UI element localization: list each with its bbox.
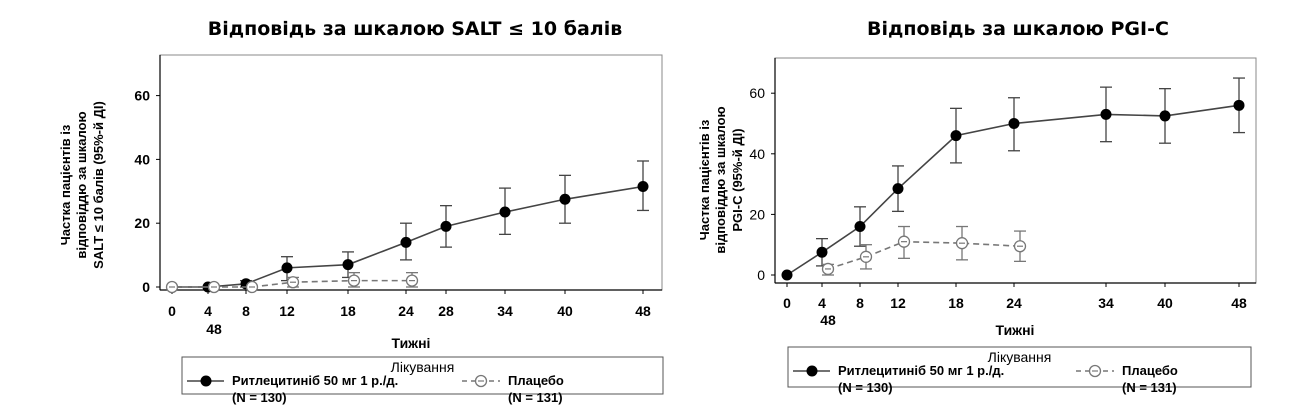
x-tick-label: 4	[818, 295, 826, 311]
y-tick-label: 20	[134, 215, 150, 231]
series-placebo	[821, 225, 1027, 276]
data-point	[781, 269, 793, 281]
data-point	[400, 236, 412, 248]
legend-title: Лікування	[391, 359, 455, 375]
x-extra-label: 48	[206, 321, 222, 337]
legend-label-ritlecitinib: Ритлецитиніб 50 мг 1 р./д.	[232, 373, 398, 388]
y-tick-label: 0	[142, 279, 150, 295]
data-point	[1159, 110, 1171, 122]
y-axis-label-line: відповіддю за шкалою	[74, 111, 89, 258]
x-tick-label: 34	[1098, 295, 1114, 311]
x-tick-label: 18	[340, 303, 356, 319]
x-tick-label: 40	[557, 303, 573, 319]
legend-n-ritlecitinib: (N = 130)	[838, 380, 893, 395]
series-placebo	[165, 271, 419, 294]
legend-box	[181, 356, 664, 395]
series-line	[172, 185, 644, 288]
data-point	[1008, 118, 1020, 129]
y-tick-label: 40	[134, 151, 150, 167]
x-tick-label: 28	[438, 303, 454, 319]
data-point	[1233, 99, 1245, 111]
legend-marker-ritlecitinib	[200, 375, 212, 387]
x-tick-label: 4	[204, 303, 212, 319]
data-point	[637, 181, 649, 193]
y-axis-label-line: Частка пацієнтів із	[58, 124, 73, 245]
y-axis-label-line: PGI-C (95%-й ДІ)	[730, 128, 745, 231]
chart-title: Відповідь за шкалою SALT ≤ 10 балів	[208, 18, 623, 40]
data-point	[559, 193, 571, 205]
y-axis-label-line: відповіддю за шкалою	[713, 106, 728, 253]
data-point	[950, 130, 962, 142]
plot-frame	[159, 54, 663, 291]
data-point	[892, 183, 904, 195]
x-tick-label: 0	[783, 295, 791, 311]
x-tick-label: 8	[242, 303, 250, 319]
x-tick-label: 12	[890, 295, 906, 311]
x-extra-label: 48	[820, 312, 836, 328]
data-point	[281, 262, 293, 274]
data-point	[1100, 108, 1112, 120]
y-tick-label: 60	[134, 88, 150, 104]
legend-label-placebo: Плацебо	[1122, 363, 1178, 378]
legend-marker-ritlecitinib	[806, 365, 818, 377]
legend-n-placebo: (N = 131)	[1122, 380, 1177, 395]
y-tick-label: 60	[749, 85, 765, 101]
data-point	[854, 221, 866, 233]
x-tick-label: 34	[497, 303, 513, 319]
legend-title: Лікування	[988, 349, 1052, 365]
x-tick-label: 48	[635, 303, 651, 319]
data-point	[342, 259, 354, 271]
legend-n-placebo: (N = 131)	[508, 390, 563, 405]
x-axis-label: Тижні	[392, 335, 431, 351]
legend-label-ritlecitinib: Ритлецитиніб 50 мг 1 р./д.	[838, 363, 1004, 378]
x-tick-label: 40	[1157, 295, 1173, 311]
chart-title: Відповідь за шкалою PGI-C	[867, 18, 1169, 40]
chart-1: Відповідь за шкалою SALT ≤ 10 балів02040…	[58, 18, 664, 405]
x-tick-label: 8	[856, 295, 864, 311]
x-tick-label: 48	[1231, 295, 1247, 311]
legend-n-ritlecitinib: (N = 130)	[232, 390, 287, 405]
y-axis-label-line: SALT ≤ 10 балів (95%-й ДІ)	[91, 101, 106, 269]
x-tick-label: 12	[279, 303, 295, 319]
legend-label-placebo: Плацебо	[508, 373, 564, 388]
x-tick-label: 0	[168, 303, 176, 319]
data-point	[499, 206, 511, 218]
y-tick-label: 20	[749, 206, 765, 222]
y-tick-label: 40	[749, 146, 765, 162]
x-axis-label: Тижні	[996, 322, 1035, 338]
x-tick-label: 24	[1006, 295, 1022, 311]
series-line	[172, 279, 412, 288]
x-tick-label: 18	[948, 295, 964, 311]
series-ritlecitinib	[781, 77, 1245, 281]
legend-box	[787, 346, 1252, 388]
data-point	[816, 246, 828, 258]
data-point	[440, 220, 452, 232]
y-axis-label-line: Частка пацієнтів із	[697, 119, 712, 240]
y-tick-label: 0	[757, 267, 765, 283]
series-line	[786, 104, 1240, 276]
x-tick-label: 24	[398, 303, 414, 319]
